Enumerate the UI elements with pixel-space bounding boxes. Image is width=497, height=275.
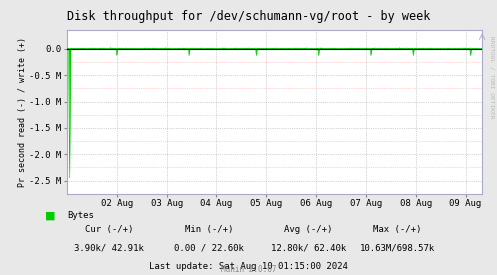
Text: ■: ■ — [45, 211, 55, 221]
Text: Last update: Sat Aug 10 01:15:00 2024: Last update: Sat Aug 10 01:15:00 2024 — [149, 262, 348, 271]
Text: 0.00 / 22.60k: 0.00 / 22.60k — [174, 243, 244, 252]
Y-axis label: Pr second read (-) / write (+): Pr second read (-) / write (+) — [17, 37, 26, 187]
Text: Max (-/+): Max (-/+) — [373, 226, 422, 234]
Text: RRDTOOL / TOBI OETIKER: RRDTOOL / TOBI OETIKER — [490, 36, 495, 118]
Text: Disk throughput for /dev/schumann-vg/root - by week: Disk throughput for /dev/schumann-vg/roo… — [67, 10, 430, 23]
Text: 3.90k/ 42.91k: 3.90k/ 42.91k — [75, 243, 144, 252]
Text: 12.80k/ 62.40k: 12.80k/ 62.40k — [270, 243, 346, 252]
Text: Bytes: Bytes — [67, 211, 94, 220]
Text: Avg (-/+): Avg (-/+) — [284, 226, 332, 234]
Text: Cur (-/+): Cur (-/+) — [85, 226, 134, 234]
Text: Munin 2.0.67: Munin 2.0.67 — [221, 265, 276, 274]
Text: 10.63M/698.57k: 10.63M/698.57k — [360, 243, 435, 252]
Text: Min (-/+): Min (-/+) — [184, 226, 233, 234]
